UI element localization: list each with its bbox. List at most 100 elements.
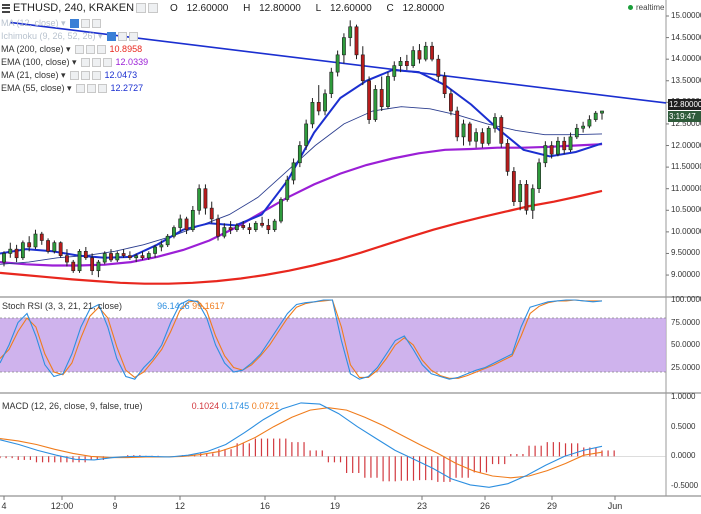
ma200-line (0, 189, 603, 285)
stoch-label[interactable]: Stoch RSI (3, 3, 21, 21, close) (2, 301, 123, 311)
indicator-toggle-icon[interactable] (80, 18, 90, 28)
indicator-buttons[interactable] (80, 57, 112, 67)
candle-body (593, 112, 598, 120)
indicator-buttons[interactable] (69, 18, 101, 28)
stoch-tick-label: 75.0000 (671, 317, 700, 327)
indicator-row[interactable]: MA (200, close) ▾ 10.8958 (1, 43, 142, 55)
candle-body (272, 220, 277, 231)
symbol-label[interactable]: ETHUSD, 240, KRAKEN (13, 2, 135, 14)
candle-body (266, 225, 271, 231)
candle-body (146, 253, 151, 259)
candle-body (27, 242, 32, 248)
candle-body (511, 171, 516, 202)
candle-body (581, 125, 586, 129)
candle-body (241, 225, 246, 228)
indicator-row[interactable]: MA (12, close) ▾ (1, 17, 101, 29)
candle-body (2, 253, 6, 263)
macd-legend: MACD (12, 26, close, 9, false, true) 0.1… (2, 400, 279, 412)
indicator-toggle-icon[interactable] (91, 57, 101, 67)
indicator-toggle-icon[interactable] (91, 70, 101, 80)
time-tick-label: 26 (479, 501, 491, 511)
candle-body (455, 110, 460, 138)
price-tick-label: 13.50000 (671, 75, 701, 85)
symbol-hide-icon[interactable] (148, 3, 159, 13)
candle-body (499, 117, 504, 144)
indicator-name[interactable]: Ichimoku (9, 26, 52, 26) ▾ (1, 30, 103, 41)
macd-tick-label: 0.5000 (671, 421, 696, 431)
indicator-toggle-icon[interactable] (75, 83, 85, 93)
price-tick-label: 11.00000 (671, 183, 701, 193)
open-label: O (170, 2, 178, 14)
realtime-indicator: realtime (628, 3, 664, 12)
indicator-toggle-icon[interactable] (128, 31, 138, 41)
candle-body (449, 93, 453, 112)
indicator-row[interactable]: EMA (100, close) ▾ 12.0339 (1, 56, 148, 68)
low-label: L (315, 2, 322, 14)
indicator-toggle-icon[interactable] (91, 18, 101, 28)
candle-body (285, 179, 290, 200)
candle-body (102, 253, 107, 263)
candle-body (373, 89, 378, 120)
indicator-name[interactable]: EMA (55, close) ▾ (1, 82, 72, 93)
candle-body (342, 37, 346, 56)
candle-body (600, 110, 604, 114)
candle-body (216, 218, 220, 237)
indicator-buttons[interactable] (74, 44, 106, 54)
time-tick-label: 12:00 (50, 501, 74, 511)
indicator-toggle-icon[interactable] (69, 18, 79, 28)
indicator-toggle-icon[interactable] (80, 70, 90, 80)
price-tick-label: 12.00000 (671, 140, 701, 150)
indicator-toggle-icon[interactable] (69, 70, 79, 80)
indicator-name[interactable]: MA (21, close) ▾ (1, 69, 66, 80)
ema100-line (0, 143, 603, 267)
indicator-row[interactable]: MA (21, close) ▾ 12.0473 (1, 69, 137, 81)
indicator-buttons[interactable] (69, 70, 101, 80)
candle-body (291, 162, 296, 181)
macd-tick-label: 0.0000 (671, 451, 696, 461)
ohlc-readout: O 12.60000 H 12.80000 L 12.60000 C 12.80… (170, 3, 456, 14)
indicator-toggle-icon[interactable] (106, 31, 116, 41)
candle-body (134, 255, 139, 259)
price-tick-label: 15.00000 (671, 11, 701, 20)
indicator-name[interactable]: MA (200, close) ▾ (1, 43, 71, 54)
indicator-toggle-icon[interactable] (117, 31, 127, 41)
menu-icon[interactable] (2, 3, 10, 13)
candle-body (518, 184, 523, 202)
indicator-toggle-icon[interactable] (80, 57, 90, 67)
candle-body (90, 257, 95, 272)
candle-body (46, 240, 50, 252)
indicator-row[interactable]: Ichimoku (9, 26, 52, 26) ▾ (1, 30, 138, 42)
candle-body (304, 123, 309, 146)
indicator-toggle-icon[interactable] (85, 44, 95, 54)
candle-body (115, 253, 120, 261)
macd-label[interactable]: MACD (12, 26, close, 9, false, true) (2, 401, 143, 411)
price-tick-label: 12.50000 (671, 118, 701, 128)
candle-body (159, 244, 164, 248)
indicator-toggle-icon[interactable] (74, 44, 84, 54)
indicator-buttons[interactable] (75, 83, 107, 93)
candle-body (335, 54, 340, 73)
candle-body (109, 253, 113, 261)
candle-body (587, 119, 592, 127)
indicator-value: 12.0473 (104, 70, 138, 80)
indicator-buttons[interactable] (106, 31, 138, 41)
close-value: 12.80000 (402, 2, 445, 14)
candle-body (549, 145, 554, 155)
symbol-settings-icon[interactable] (136, 3, 147, 13)
indicator-row[interactable]: EMA (55, close) ▾ 12.2727 (1, 82, 143, 94)
indicator-toggle-icon[interactable] (86, 83, 96, 93)
candle-body (71, 261, 76, 272)
indicator-toggle-icon[interactable] (97, 83, 107, 93)
indicator-toggle-icon[interactable] (102, 57, 112, 67)
candle-body (486, 127, 491, 144)
candle-body (184, 218, 189, 231)
candle-body (172, 227, 176, 237)
indicator-toggle-icon[interactable] (96, 44, 106, 54)
candle-body (316, 102, 321, 112)
price-tick-label: 9.00000 (671, 270, 700, 280)
stoch-band (0, 318, 666, 372)
candle-body (417, 50, 422, 60)
indicator-name[interactable]: MA (12, close) ▾ (1, 17, 66, 28)
indicator-name[interactable]: EMA (100, close) ▾ (1, 56, 77, 67)
